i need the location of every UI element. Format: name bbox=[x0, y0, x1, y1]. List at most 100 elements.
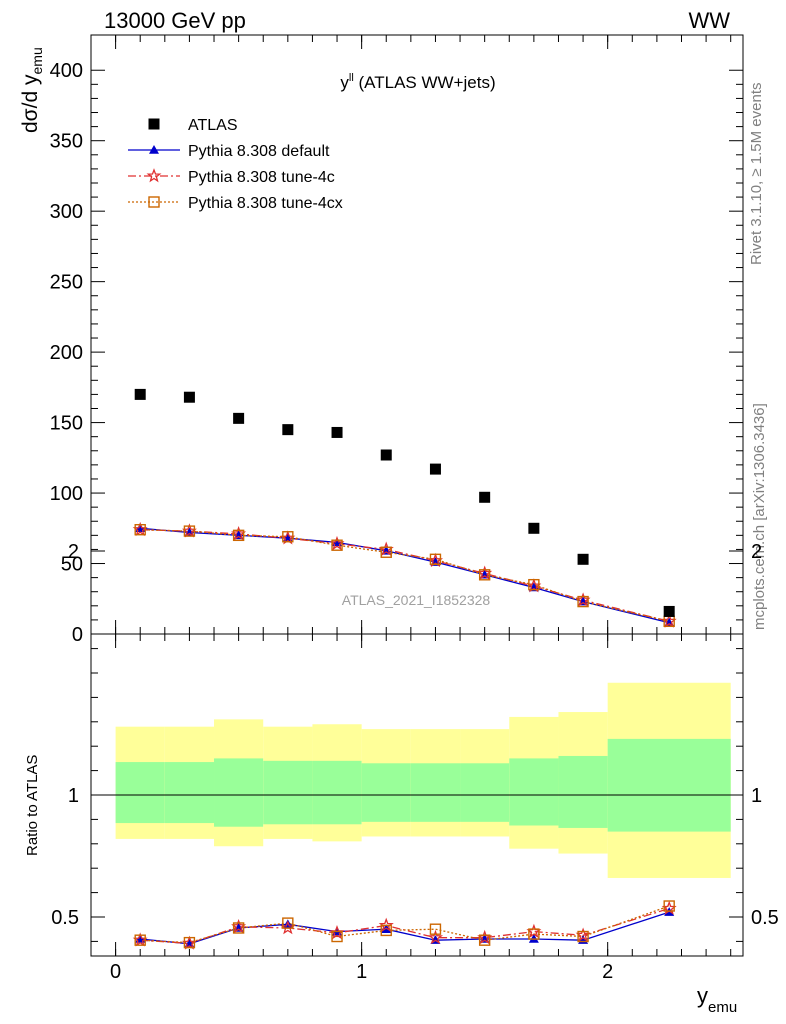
atlas-data-point bbox=[282, 424, 294, 436]
main-point-3 bbox=[134, 524, 146, 536]
ratio-point-3 bbox=[577, 930, 589, 943]
title-superscript: ll bbox=[349, 72, 354, 84]
ratio-y-tick-label: 2 bbox=[68, 541, 79, 563]
xlabel-subscript: emu bbox=[708, 999, 737, 1016]
legend-marker-3 bbox=[148, 196, 160, 208]
ratio-uncertainty-bands bbox=[115, 682, 731, 878]
ratio-point-3 bbox=[528, 928, 540, 940]
main-y-tick-label: 100 bbox=[50, 483, 83, 505]
atlas-data-point bbox=[380, 449, 392, 461]
header-energy-label: 13000 GeV pp bbox=[104, 8, 246, 33]
analysis-watermark: ATLAS_2021_I1852328 bbox=[342, 592, 491, 608]
ratio-series-line-2 bbox=[140, 907, 670, 945]
header-process-label: WW bbox=[688, 8, 730, 33]
ratio-plot-frame bbox=[90, 633, 744, 957]
ratio-inner-band bbox=[361, 763, 411, 822]
ratio-y-tick-label-right: 2 bbox=[751, 541, 762, 563]
rivet-version-label: Rivet 3.1.10, ≥ 1.5M events bbox=[748, 83, 765, 266]
x-axis-label: yemu bbox=[697, 983, 737, 1016]
ratio-point-3 bbox=[282, 917, 294, 929]
ratio-point-3 bbox=[183, 936, 196, 949]
ratio-inner-band bbox=[460, 763, 510, 822]
ratio-inner-band bbox=[607, 738, 731, 832]
ratio-inner-band bbox=[558, 755, 608, 828]
main-point-3 bbox=[282, 531, 294, 543]
ratio-point-2 bbox=[526, 923, 542, 938]
main-y-tick-label: 200 bbox=[50, 342, 83, 364]
atlas-data-point bbox=[663, 605, 675, 617]
main-point-3 bbox=[232, 529, 245, 542]
ratio-point-2 bbox=[427, 929, 444, 945]
main-point-3 bbox=[380, 546, 392, 558]
x-tick-label: 0 bbox=[110, 961, 121, 983]
ratio-inner-band bbox=[263, 760, 313, 825]
ratio-point-3 bbox=[232, 922, 245, 934]
ratio-point-2 bbox=[378, 917, 394, 932]
main-point-3 bbox=[528, 578, 540, 591]
main-plot-title: yll (ATLAS WW+jets) bbox=[340, 72, 495, 92]
atlas-data-point bbox=[479, 491, 491, 503]
ratio-point-3 bbox=[134, 934, 146, 946]
ratio-y-tick-label-right: 1 bbox=[751, 785, 762, 807]
atlas-data-point bbox=[134, 388, 146, 400]
main-y-axis-label: dσ/d yemu bbox=[19, 47, 45, 133]
ratio-y-tick-label: 0.5 bbox=[51, 907, 79, 929]
ratio-inner-band bbox=[164, 762, 215, 824]
main-y-tick-label: 300 bbox=[50, 201, 83, 223]
ratio-inner-band bbox=[214, 758, 264, 827]
atlas-data-point bbox=[233, 412, 245, 424]
legend-entry-label: Pythia 8.308 tune-4c bbox=[188, 169, 335, 186]
main-point-3 bbox=[331, 539, 343, 551]
legend-entry-label: ATLAS bbox=[188, 117, 238, 134]
ratio-inner-band bbox=[312, 760, 362, 825]
ylabel-main: dσ/d y bbox=[19, 74, 42, 133]
ratio-panel: 0.5 0.5 1 1 2 2 0 1 2 Ratio to ATLAS yemu bbox=[24, 541, 779, 1016]
ratio-series-group bbox=[132, 900, 677, 950]
ratio-point-3 bbox=[429, 923, 442, 935]
title-rest: (ATLAS WW+jets) bbox=[354, 73, 496, 92]
legend-marker-2 bbox=[146, 168, 162, 183]
main-point-3 bbox=[183, 525, 196, 537]
main-point-3 bbox=[577, 595, 589, 608]
ylabel-subscript: emu bbox=[29, 47, 45, 74]
x-tick-label: 1 bbox=[356, 961, 367, 983]
atlas-data-point bbox=[528, 522, 540, 534]
legend-marker-1 bbox=[149, 145, 159, 154]
main-y-tick-label: 400 bbox=[50, 60, 83, 82]
ratio-point-3 bbox=[331, 930, 343, 943]
atlas-data-point bbox=[577, 553, 589, 565]
main-point-3 bbox=[429, 553, 442, 566]
atlas-data-point bbox=[183, 391, 195, 403]
main-point-2 bbox=[526, 578, 542, 593]
title-main: y bbox=[340, 73, 349, 92]
ratio-axes: 0.5 0.5 1 1 2 2 0 1 2 bbox=[51, 541, 779, 983]
ratio-point-3 bbox=[380, 924, 392, 937]
main-series-line-1 bbox=[140, 527, 670, 624]
ratio-point-1 bbox=[528, 933, 539, 943]
main-panel: 0 50 100 150 200 250 300 350 400 yll (ATLAS WW+j… bbox=[19, 34, 744, 646]
ratio-point-3 bbox=[663, 900, 675, 912]
main-y-tick-label: 0 bbox=[72, 624, 83, 646]
mcplots-credit-label: mcplots.cern.ch [arXiv:1306.3436] bbox=[751, 403, 768, 630]
legend-entry-label: Pythia 8.308 tune-4cx bbox=[188, 195, 343, 212]
ratio-point-3 bbox=[478, 934, 491, 946]
main-y-tick-label: 150 bbox=[50, 413, 83, 435]
ratio-y-tick-label-right: 0.5 bbox=[751, 907, 779, 929]
ratio-inner-band bbox=[509, 758, 559, 826]
main-y-tick-label: 350 bbox=[50, 131, 83, 153]
ratio-series-line-3 bbox=[140, 905, 670, 944]
main-y-tick-label: 250 bbox=[50, 272, 83, 294]
x-tick-label: 2 bbox=[602, 961, 613, 983]
ratio-y-axis-label: Ratio to ATLAS bbox=[24, 755, 41, 856]
legend: ATLAS Pythia 8.308 default Pythia 8.308 tu… bbox=[128, 117, 343, 212]
ratio-inner-band bbox=[410, 763, 461, 822]
main-y-axis: 0 50 100 150 200 250 300 350 400 bbox=[50, 35, 743, 646]
main-y-tick-label: 50 bbox=[61, 554, 83, 576]
xlabel-main: y bbox=[697, 983, 708, 1008]
main-series-line-3 bbox=[140, 529, 670, 622]
ratio-inner-band bbox=[115, 762, 165, 824]
legend-marker-atlas bbox=[148, 118, 160, 130]
atlas-data-point bbox=[429, 463, 441, 475]
ratio-series-line-1 bbox=[140, 911, 670, 945]
